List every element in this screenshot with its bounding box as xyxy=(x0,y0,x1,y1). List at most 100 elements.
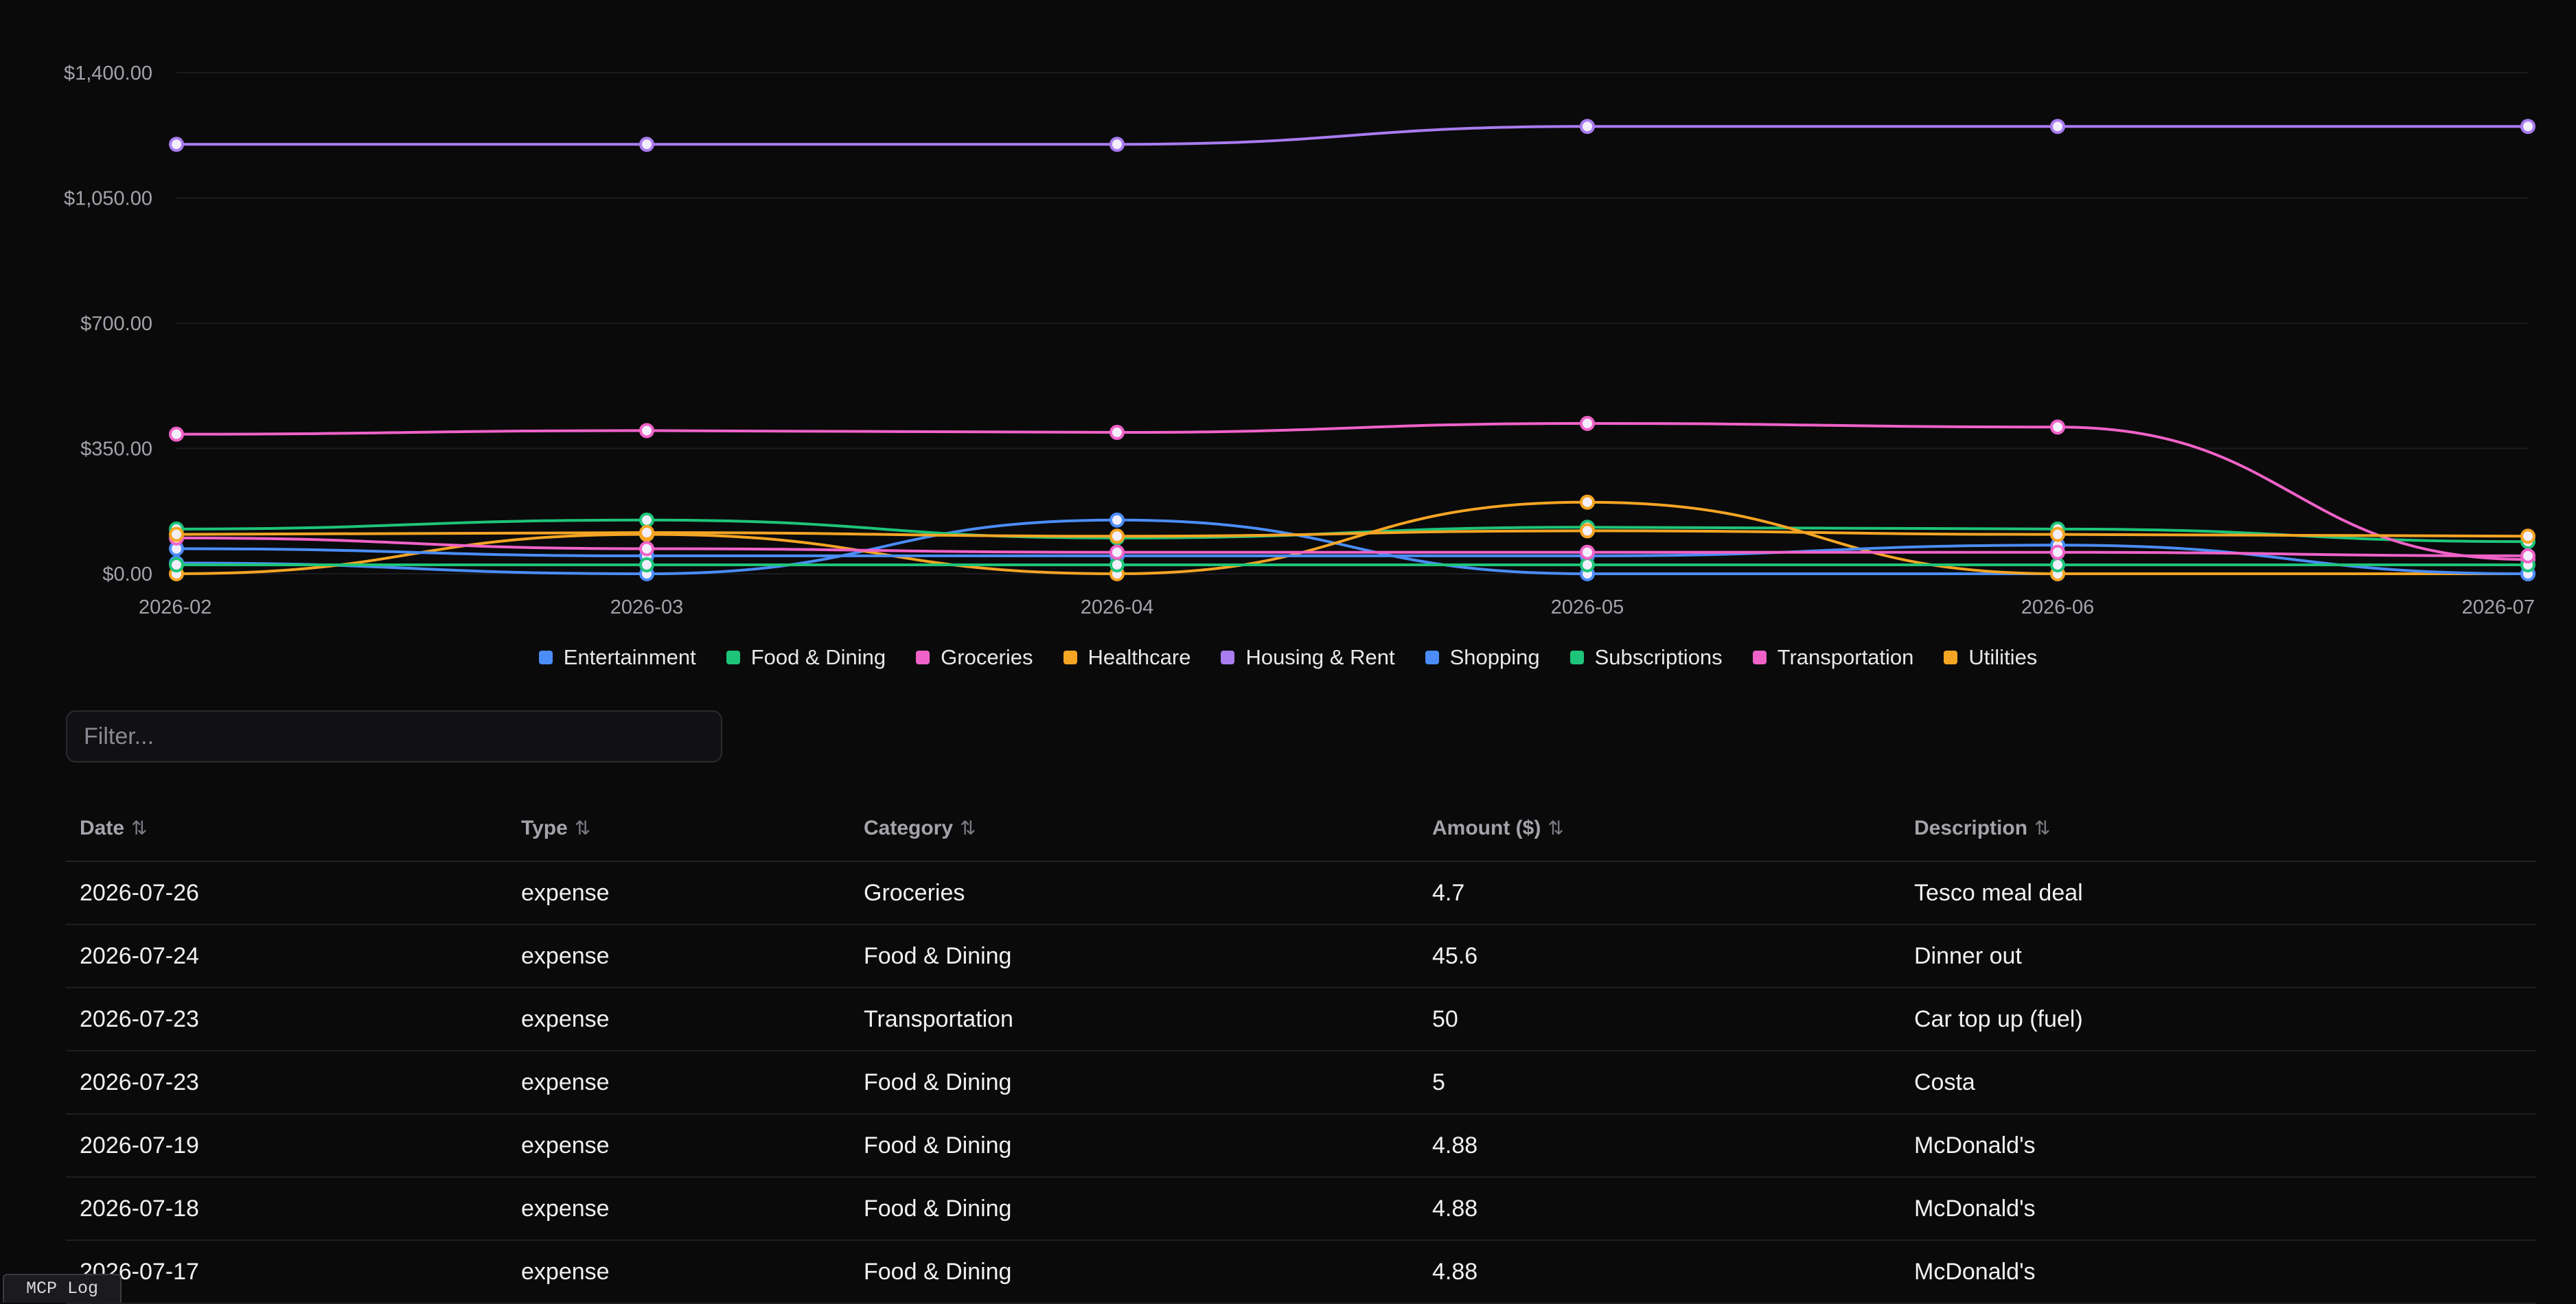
table-cell: Costa xyxy=(1900,1051,2536,1115)
table-cell: expense xyxy=(507,1114,850,1178)
table-cell: 2026-07-17 xyxy=(66,1240,507,1304)
data-point xyxy=(1109,425,1125,441)
data-point xyxy=(1580,416,1595,431)
legend-swatch xyxy=(726,651,740,664)
data-point xyxy=(1580,544,1595,560)
x-tick-label: 2026-04 xyxy=(1081,596,1153,618)
table-row[interactable]: 2026-07-17 expense Food & Dining 4.88 McDona… xyxy=(66,1240,2536,1304)
table-row[interactable]: 2026-07-18 expense Food & Dining 4.88 McDona… xyxy=(66,1177,2536,1241)
legend-label: Shopping xyxy=(1449,645,1540,669)
column-header-label: Amount ($) xyxy=(1432,817,1541,839)
legend-label: Groceries xyxy=(941,645,1033,669)
data-point xyxy=(169,137,184,152)
series-line xyxy=(176,421,2529,561)
data-point xyxy=(169,426,184,442)
column-header[interactable]: Type ⇅ xyxy=(507,796,850,862)
legend-label: Transportation xyxy=(1777,645,1914,669)
x-tick-label: 2026-07 xyxy=(2462,596,2535,618)
table-cell: 45.6 xyxy=(1418,924,1900,988)
table-cell: 4.88 xyxy=(1418,1177,1900,1241)
data-point xyxy=(169,526,184,542)
legend-item[interactable]: Entertainment xyxy=(538,645,696,670)
filter-input[interactable] xyxy=(66,710,722,762)
legend-swatch xyxy=(1752,651,1767,664)
legend-item[interactable]: Food & Dining xyxy=(726,645,886,670)
data-point xyxy=(2050,419,2065,435)
x-tick-label: 2026-03 xyxy=(610,596,683,618)
legend-item[interactable]: Housing & Rent xyxy=(1221,645,1395,670)
sort-icon[interactable]: ⇅ xyxy=(1548,817,1564,839)
data-point xyxy=(2050,526,2065,542)
chart-legend: Entertainment Food & Dining Groceries Healt… xyxy=(0,645,2576,670)
spending-chart: $0.00 $350.00 $700.00 $1,050.00 $1,400.00 202… xyxy=(64,62,2535,618)
data-point xyxy=(639,525,654,541)
x-tick-label: 2026-02 xyxy=(139,596,211,618)
data-point xyxy=(1580,494,1595,510)
data-point xyxy=(1109,544,1125,560)
legend-swatch xyxy=(1221,651,1235,664)
mcp-log-button[interactable]: MCP Log xyxy=(3,1274,122,1303)
table-cell: expense xyxy=(507,924,850,988)
data-point xyxy=(1109,528,1125,544)
table-cell: expense xyxy=(507,988,850,1051)
data-point xyxy=(1580,523,1595,539)
column-header-label: Date xyxy=(80,817,125,839)
data-point xyxy=(2520,119,2535,135)
column-header-label: Description xyxy=(1914,817,2028,839)
data-point xyxy=(639,512,654,528)
legend-label: Food & Dining xyxy=(750,645,886,669)
legend-swatch xyxy=(1569,651,1584,664)
table-cell: expense xyxy=(507,1051,850,1115)
legend-label: Housing & Rent xyxy=(1245,645,1395,669)
legend-item[interactable]: Shopping xyxy=(1425,645,1540,670)
y-tick-label: $0.00 xyxy=(102,563,152,585)
table-cell: 2026-07-23 xyxy=(66,988,507,1051)
data-point xyxy=(2520,528,2535,544)
sort-icon[interactable]: ⇅ xyxy=(574,817,591,839)
table-cell: 2026-07-18 xyxy=(66,1177,507,1241)
legend-item[interactable]: Groceries xyxy=(916,645,1033,670)
table-cell: Food & Dining xyxy=(850,1051,1418,1115)
y-tick-label: $1,400.00 xyxy=(64,62,152,84)
table-cell: Tesco meal deal xyxy=(1900,861,2536,925)
sort-icon[interactable]: ⇅ xyxy=(2034,817,2051,839)
column-header[interactable]: Category ⇅ xyxy=(850,796,1418,862)
table-cell: 4.88 xyxy=(1418,1114,1900,1178)
table-row[interactable]: 2026-07-23 expense Food & Dining 5 Costa xyxy=(66,1051,2536,1115)
x-tick-label: 2026-05 xyxy=(1551,596,1624,618)
table-cell: expense xyxy=(507,1177,850,1241)
x-tick-label: 2026-06 xyxy=(2021,596,2094,618)
table-cell: 2026-07-19 xyxy=(66,1114,507,1178)
table-cell: expense xyxy=(507,1240,850,1304)
legend-item[interactable]: Transportation xyxy=(1752,645,1914,670)
legend-swatch xyxy=(916,651,930,664)
series-line xyxy=(176,536,2529,557)
data-point xyxy=(1580,557,1595,572)
series-line xyxy=(176,544,2529,575)
legend-swatch xyxy=(1063,651,1077,664)
table-cell: 50 xyxy=(1418,988,1900,1051)
sort-icon[interactable]: ⇅ xyxy=(131,817,148,839)
sort-icon[interactable]: ⇅ xyxy=(960,817,976,839)
data-point xyxy=(639,423,654,439)
table-cell: 4.88 xyxy=(1418,1240,1900,1304)
table-row[interactable]: 2026-07-19 expense Food & Dining 4.88 McDona… xyxy=(66,1114,2536,1178)
data-point xyxy=(169,557,184,572)
table-row[interactable]: 2026-07-26 expense Groceries 4.7 Tesco meal … xyxy=(66,861,2536,925)
column-header[interactable]: Amount ($) ⇅ xyxy=(1418,796,1900,862)
column-header-label: Category xyxy=(864,817,954,839)
legend-item[interactable]: Healthcare xyxy=(1063,645,1191,670)
data-point xyxy=(2050,557,2065,572)
column-header[interactable]: Description ⇅ xyxy=(1900,796,2536,862)
legend-label: Utilities xyxy=(1968,645,2038,669)
table-cell: McDonald's xyxy=(1900,1240,2536,1304)
legend-label: Subscriptions xyxy=(1594,645,1723,669)
legend-item[interactable]: Utilities xyxy=(1944,645,2037,670)
table-row[interactable]: 2026-07-23 expense Transportation 50 Car top… xyxy=(66,988,2536,1051)
table-row[interactable]: 2026-07-24 expense Food & Dining 45.6 Dinner… xyxy=(66,924,2536,988)
legend-item[interactable]: Subscriptions xyxy=(1569,645,1723,670)
table-cell: Transportation xyxy=(850,988,1418,1051)
table-header-row: Date ⇅ Type ⇅ Category ⇅ Amount ($) ⇅ Descriptio… xyxy=(66,796,2536,862)
column-header[interactable]: Date ⇅ xyxy=(66,796,507,862)
transactions-table: Date ⇅ Type ⇅ Category ⇅ Amount ($) ⇅ Descriptio… xyxy=(66,796,2536,1304)
